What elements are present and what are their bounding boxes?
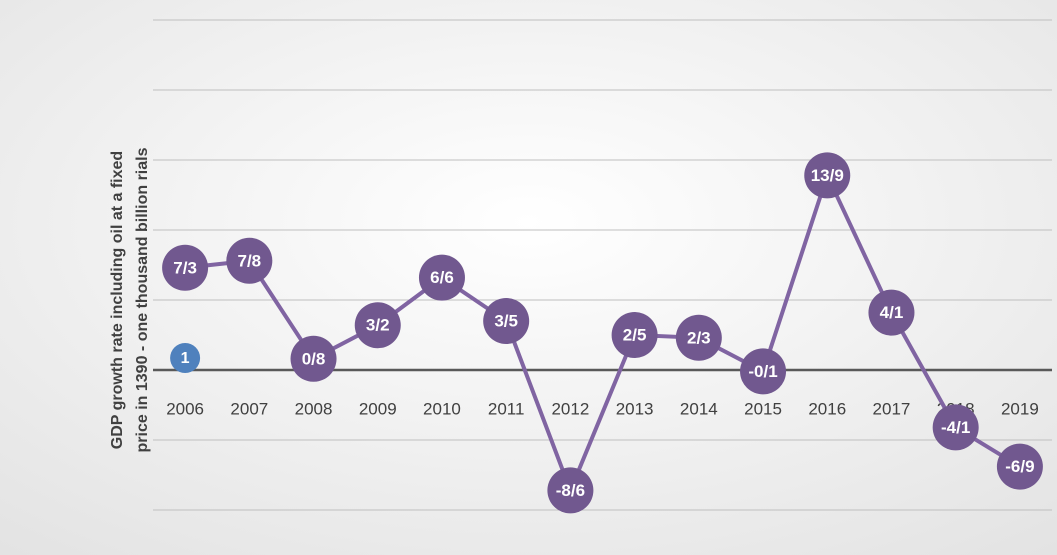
marker xyxy=(932,404,979,451)
marker xyxy=(290,335,337,382)
x-tick-label: 2013 xyxy=(616,399,654,418)
data-label: 3/2 xyxy=(366,316,390,335)
y-axis-label-line: price in 1390 - one thousand billion ria… xyxy=(134,147,151,452)
data-label: -0/1 xyxy=(748,362,777,381)
annotation: 1 xyxy=(181,350,190,367)
marker xyxy=(804,152,851,199)
annotation-marker xyxy=(170,343,201,373)
x-tick-label: 2012 xyxy=(551,399,589,418)
x-tick-label: 2007 xyxy=(230,399,268,418)
marker xyxy=(418,254,465,301)
data-label: 7/8 xyxy=(238,251,262,270)
x-tick-label: 2016 xyxy=(808,399,846,418)
data-label: 0/8 xyxy=(302,349,326,368)
data-label: 6/6 xyxy=(430,268,454,287)
y-axis-label: GDP growth rate including oil at a fixed… xyxy=(109,147,151,452)
x-tick-label: 2008 xyxy=(295,399,333,418)
marker xyxy=(740,348,787,395)
data-label: -8/6 xyxy=(556,481,585,500)
marker xyxy=(354,302,401,349)
data-label: -6/9 xyxy=(1005,457,1034,476)
data-label: 2/3 xyxy=(687,328,711,347)
marker xyxy=(868,289,915,336)
data-label: 4/1 xyxy=(880,303,904,322)
marker xyxy=(996,443,1043,490)
data-label: -4/1 xyxy=(941,418,970,437)
marker xyxy=(611,312,658,358)
marker xyxy=(547,467,594,514)
y-axis-label-line: GDP growth rate including oil at a fixed xyxy=(109,151,126,449)
x-tick-label: 2006 xyxy=(166,399,204,418)
x-tick-label: 2011 xyxy=(488,399,525,418)
x-tick-label: 2019 xyxy=(1001,399,1039,418)
marker xyxy=(483,298,530,344)
x-tick-label: 2010 xyxy=(423,399,461,418)
x-tick-label: 2017 xyxy=(873,399,911,418)
x-tick-label: 2009 xyxy=(359,399,397,418)
data-label: 7/3 xyxy=(173,258,197,277)
x-tick-label: 2014 xyxy=(680,399,718,418)
data-label: 3/5 xyxy=(494,311,518,330)
marker xyxy=(162,244,209,291)
data-label: 13/9 xyxy=(811,166,844,185)
x-tick-label: 2015 xyxy=(744,399,782,418)
marker xyxy=(675,314,722,361)
marker xyxy=(226,237,273,284)
data-label: 2/5 xyxy=(623,325,647,344)
